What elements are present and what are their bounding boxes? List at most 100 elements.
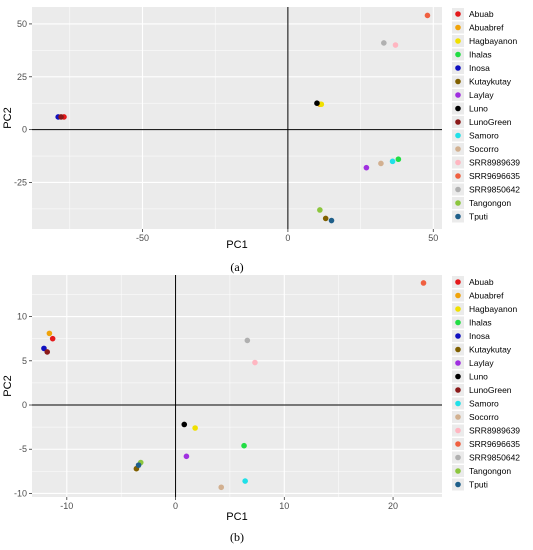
legend-swatch	[455, 306, 461, 312]
data-point-srr9696635	[420, 280, 427, 286]
legend-entry: Luno	[469, 372, 488, 382]
legend-swatch	[455, 360, 461, 366]
legend-swatch	[455, 213, 461, 220]
legend-swatch	[455, 373, 461, 380]
y-tick-label: 25	[17, 72, 27, 82]
legend-entry: Inosa	[469, 331, 490, 341]
data-point-ihalas	[241, 442, 247, 449]
legend-swatch	[455, 400, 461, 407]
legend-entry: SRR8989639	[469, 426, 520, 436]
legend-entry: SRR9850642	[469, 453, 520, 463]
legend-swatch	[455, 146, 461, 152]
y-tick-label: 50	[17, 19, 27, 29]
y-tick-label: -5	[19, 444, 27, 454]
data-point-abuab	[49, 335, 56, 342]
legend-entry: Ihalas	[469, 318, 492, 328]
legend-entry: Abuabref	[469, 291, 504, 301]
legend-swatch	[455, 279, 461, 285]
legend-swatch	[455, 200, 461, 206]
data-point-luno	[314, 100, 320, 106]
legend-swatch	[455, 51, 461, 58]
x-axis-label: PC1	[226, 239, 247, 251]
legend-entry: Tangongon	[469, 466, 511, 476]
legend-entry: Hagbayanon	[469, 36, 517, 46]
data-point-srr8989639	[392, 42, 399, 48]
legend-swatch	[455, 441, 461, 447]
legend-entry: Samoro	[469, 131, 499, 141]
legend-entry: Tputi	[469, 480, 488, 490]
legend-swatch	[455, 11, 461, 17]
legend-swatch	[455, 186, 461, 193]
data-point-lunogreen	[58, 114, 64, 120]
plot-panel	[32, 7, 442, 229]
x-tick-label: 0	[173, 501, 178, 511]
legend-entry: Tputi	[469, 212, 488, 222]
legend-swatch	[455, 105, 461, 112]
y-axis-label: PC2	[2, 107, 14, 128]
legend-entry: SRR8989639	[469, 158, 520, 168]
legend-swatch	[455, 65, 461, 71]
legend-swatch	[455, 481, 461, 488]
data-point-abuabref	[46, 330, 53, 337]
legend-swatch	[455, 319, 461, 326]
panel-caption: (b)	[230, 530, 244, 544]
data-point-ihalas	[395, 156, 402, 163]
legend-entry: Abuab	[469, 9, 494, 19]
legend-entry: Inosa	[469, 63, 490, 73]
legend-swatch	[455, 92, 461, 98]
legend-entry: SRR9696635	[469, 439, 520, 449]
legend-swatch	[455, 427, 461, 434]
x-axis-label: PC1	[226, 511, 247, 523]
data-point-srr9850642	[244, 337, 251, 344]
x-tick-label: 50	[428, 233, 438, 243]
y-tick-label: 5	[22, 356, 27, 366]
data-point-samoro	[242, 478, 248, 484]
legend-entry: Abuab	[469, 277, 494, 287]
legend-entry: SRR9696635	[469, 171, 520, 181]
chart-a: -50 0 50 -25 0 25 50 PC1 PC2 (a) Abuab Abuabref Hagb…	[2, 7, 520, 274]
data-point-laylay	[183, 453, 190, 460]
chart-b: -10 0 10 20 -10 -5 0 5 10 PC1 PC2 (b) Abuab Abuabref H…	[2, 275, 520, 544]
y-tick-label: 10	[17, 312, 27, 322]
data-point-socorro	[378, 160, 384, 167]
legend-swatch	[455, 333, 461, 339]
x-tick-label: 0	[285, 233, 290, 243]
legend-swatch	[455, 78, 461, 85]
plot-panel	[32, 275, 442, 497]
legend-entry: Luno	[469, 104, 488, 114]
legend-entry: Laylay	[469, 358, 494, 368]
legend-swatch	[455, 24, 461, 31]
data-point-lunogreen	[44, 349, 51, 355]
legend-entry: Abuabref	[469, 23, 504, 33]
data-point-hagbayanon	[318, 101, 325, 108]
data-point-tputi	[328, 217, 335, 224]
legend-swatch	[455, 173, 461, 179]
x-tick-label: 20	[388, 501, 398, 511]
legend-entry: Hagbayanon	[469, 304, 517, 314]
y-tick-label: 0	[22, 400, 27, 410]
x-tick-label: -50	[136, 233, 149, 243]
legend-swatch	[455, 414, 461, 420]
data-point-hagbayanon	[192, 425, 198, 431]
panel-caption: (a)	[230, 260, 243, 274]
legend-entry: LunoGreen	[469, 117, 512, 127]
data-point-srr9850642	[381, 40, 387, 46]
legend-swatch	[455, 468, 461, 474]
legend-swatch	[455, 38, 461, 44]
data-point-laylay	[363, 164, 370, 171]
legend-entry: Ihalas	[469, 50, 492, 60]
data-point-kutaykutay	[322, 215, 329, 222]
legend-swatch	[455, 454, 461, 461]
x-tick-label: 10	[279, 501, 289, 511]
data-point-srr8989639	[252, 359, 258, 366]
data-point-srr9696635	[424, 12, 431, 19]
legend-entry: LunoGreen	[469, 385, 512, 395]
x-tick-label: -10	[60, 501, 73, 511]
data-point-inosa	[41, 345, 47, 352]
legend-entry: Socorro	[469, 412, 499, 422]
legend-swatch	[455, 159, 461, 166]
legend-entry: Kutaykutay	[469, 77, 512, 87]
data-point-luno	[181, 421, 188, 428]
legend-swatch	[455, 346, 461, 353]
